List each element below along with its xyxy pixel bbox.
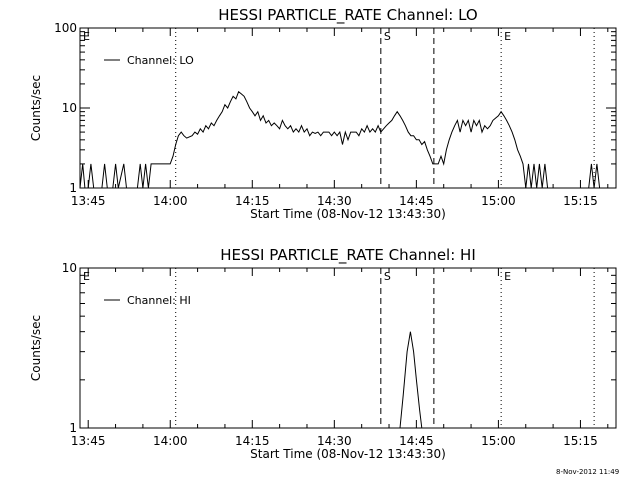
y-tick-label-lo: 10 <box>62 101 77 115</box>
marker-label-hi: E <box>504 270 511 283</box>
x-tick-label-hi: 14:45 <box>399 434 434 448</box>
marker-label-hi: S <box>384 270 391 283</box>
x-tick-label-lo: 14:15 <box>235 194 270 208</box>
x-tick-label-lo: 14:45 <box>399 194 434 208</box>
panel-lo <box>79 27 617 189</box>
x-axis-label-lo: Start Time (08-Nov-12 13:43:30) <box>250 207 446 221</box>
legend-label-lo: Channel: LO <box>127 54 194 67</box>
series-line-lo <box>79 90 601 189</box>
x-tick-label-hi: 14:00 <box>153 434 188 448</box>
y-axis-label-hi: Counts/sec <box>29 315 43 381</box>
y-axis-label-lo: Counts/sec <box>29 75 43 141</box>
marker-label-lo: S <box>384 30 391 43</box>
marker-label-hi: E <box>83 270 90 283</box>
series-line-hi <box>399 331 423 429</box>
footer-timestamp: 8-Nov-2012 11:49 <box>556 468 620 476</box>
marker-label-lo: E <box>504 30 511 43</box>
chart-title-hi: HESSI PARTICLE_RATE Channel: HI <box>220 246 476 265</box>
plot-frame-hi <box>79 267 617 429</box>
x-tick-label-hi: 13:45 <box>71 434 106 448</box>
panel-hi <box>79 267 617 429</box>
y-tick-label-lo: 1 <box>69 181 77 195</box>
x-tick-label-lo: 14:00 <box>153 194 188 208</box>
x-tick-label-lo: 14:30 <box>317 194 352 208</box>
x-tick-label-hi: 14:15 <box>235 434 270 448</box>
y-tick-label-hi: 10 <box>62 261 77 275</box>
x-tick-label-lo: 15:00 <box>481 194 516 208</box>
y-tick-label-hi: 1 <box>69 421 77 435</box>
x-tick-label-hi: 15:00 <box>481 434 516 448</box>
x-axis-label-hi: Start Time (08-Nov-12 13:43:30) <box>250 447 446 461</box>
chart-title-lo: HESSI PARTICLE_RATE Channel: LO <box>218 6 477 25</box>
legend-label-hi: Channel: HI <box>127 294 191 307</box>
x-tick-label-hi: 15:15 <box>563 434 598 448</box>
x-tick-label-lo: 15:15 <box>563 194 598 208</box>
y-tick-label-lo: 100 <box>54 21 77 35</box>
marker-label-lo: E <box>83 30 90 43</box>
x-tick-label-hi: 14:30 <box>317 434 352 448</box>
x-tick-label-lo: 13:45 <box>71 194 106 208</box>
